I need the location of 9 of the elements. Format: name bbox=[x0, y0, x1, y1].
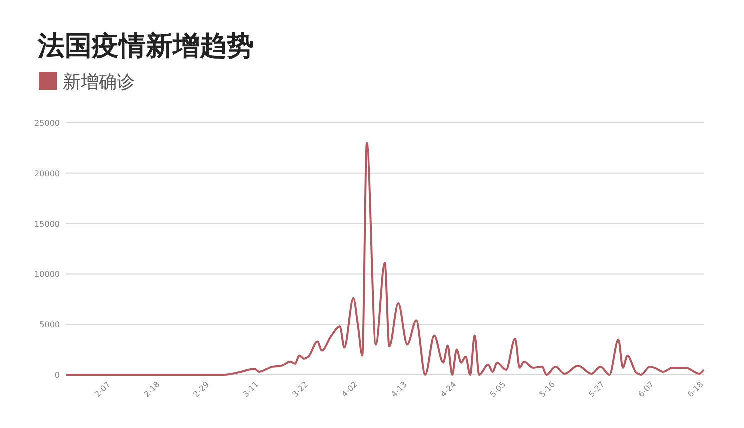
legend-label: 新增确诊 bbox=[63, 72, 135, 93]
y-tick-label: 15000 bbox=[34, 220, 60, 229]
legend: 新增确诊 bbox=[39, 72, 135, 93]
y-tick-label: 25000 bbox=[34, 119, 60, 128]
y-tick-label: 0 bbox=[54, 371, 60, 380]
title: 法国疫情新增趋势 bbox=[38, 31, 254, 62]
y-tick-label: 10000 bbox=[34, 270, 60, 280]
y-tick-label: 20000 bbox=[34, 169, 60, 178]
y-tick-label: 5000 bbox=[40, 320, 60, 330]
